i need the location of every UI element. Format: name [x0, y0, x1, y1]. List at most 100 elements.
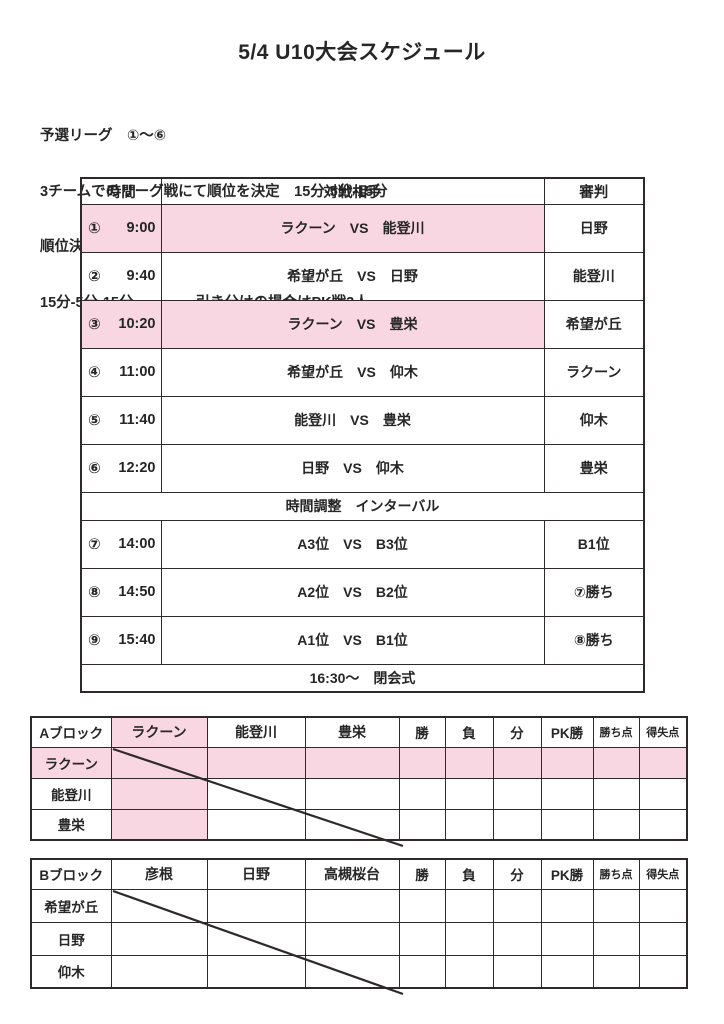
stat-cell	[492, 808, 542, 841]
time-cell: ⑤ 11:40	[80, 395, 162, 445]
block-a-team-row: ラクーン	[30, 746, 688, 779]
team-row-label: 希望が丘	[30, 888, 112, 923]
referee-cell: 仰木	[543, 395, 645, 445]
match-cell: A3位 VS B3位	[160, 519, 545, 569]
interval-label: 時間調整 インターバル	[80, 491, 645, 521]
stat-cell	[540, 888, 594, 923]
match-number: ④	[88, 364, 101, 381]
result-cell	[206, 954, 306, 989]
match-number: ①	[88, 220, 101, 237]
schedule-row: ① 9:00 ラクーン VS 能登川 日野	[80, 203, 645, 253]
match-cell: 希望が丘 VS 日野	[160, 251, 545, 301]
block-a-table: Aブロック ラクーン 能登川 豊栄 勝 負 分 PK勝 勝ち点 得失点 ラクーン…	[30, 716, 688, 841]
team-col-header: 高槻桜台	[304, 858, 400, 890]
result-cell	[304, 808, 400, 841]
match-time: 9:40	[126, 268, 156, 284]
schedule-row: ⑤ 11:40 能登川 VS 豊栄 仰木	[80, 395, 645, 445]
result-cell	[304, 921, 400, 956]
match-cell: ラクーン VS 豊栄	[160, 299, 545, 349]
stat-cell	[398, 888, 446, 923]
schedule-row: ⑨ 15:40 A1位 VS B1位 ⑧勝ち	[80, 615, 645, 665]
match-number: ⑥	[88, 460, 101, 477]
stat-cell	[540, 746, 594, 779]
stat-cell	[444, 746, 494, 779]
stat-col-header: PK勝	[540, 716, 594, 748]
match-time: 15:40	[118, 632, 156, 648]
page-title: 5/4 U10大会スケジュール	[238, 41, 486, 64]
interval-row: 時間調整 インターバル	[80, 491, 645, 521]
col-header-match: 対戦相手	[160, 177, 545, 205]
stat-cell	[638, 888, 688, 923]
team-row-label: 日野	[30, 921, 112, 956]
block-b-team-row: 日野	[30, 921, 688, 956]
result-cell	[304, 746, 400, 779]
result-cell	[304, 777, 400, 810]
col-header-time: 時間	[80, 177, 162, 205]
referee-cell: B1位	[543, 519, 645, 569]
stat-col-header: 負	[444, 716, 494, 748]
match-number: ⑨	[88, 632, 101, 649]
match-time: 12:20	[118, 460, 156, 476]
match-time: 14:50	[118, 584, 156, 600]
time-cell: ⑥ 12:20	[80, 443, 162, 493]
stat-cell	[540, 777, 594, 810]
stat-cell	[592, 954, 640, 989]
block-b: Bブロック 彦根 日野 高槻桜台 勝 負 分 PK勝 勝ち点 得失点 希望が丘 …	[30, 858, 688, 996]
result-cell	[206, 808, 306, 841]
match-cell: A1位 VS B1位	[160, 615, 545, 665]
stat-cell	[492, 954, 542, 989]
stat-cell	[638, 777, 688, 810]
stat-cell	[444, 921, 494, 956]
schedule-row: ② 9:40 希望が丘 VS 日野 能登川	[80, 251, 645, 301]
match-number: ②	[88, 268, 101, 285]
team-col-header: 日野	[206, 858, 306, 890]
result-cell	[110, 921, 208, 956]
stat-cell	[444, 954, 494, 989]
result-cell	[110, 777, 208, 810]
stat-cell	[540, 921, 594, 956]
result-cell	[110, 746, 208, 779]
time-cell: ④ 11:00	[80, 347, 162, 397]
schedule-row: ③ 10:20 ラクーン VS 豊栄 希望が丘	[80, 299, 645, 349]
time-cell: ⑦ 14:00	[80, 519, 162, 569]
schedule-row: ⑧ 14:50 A2位 VS B2位 ⑦勝ち	[80, 567, 645, 617]
team-row-label: 能登川	[30, 777, 112, 810]
team-row-label: 豊栄	[30, 808, 112, 841]
stat-cell	[398, 777, 446, 810]
stat-cell	[398, 921, 446, 956]
stat-cell	[638, 746, 688, 779]
block-a-header-row: Aブロック ラクーン 能登川 豊栄 勝 負 分 PK勝 勝ち点 得失点	[30, 716, 688, 748]
match-time: 14:00	[118, 536, 156, 552]
stat-cell	[492, 746, 542, 779]
stat-cell	[444, 777, 494, 810]
time-cell: ⑧ 14:50	[80, 567, 162, 617]
stat-col-header: 分	[492, 716, 542, 748]
match-number: ③	[88, 316, 101, 333]
block-label: Bブロック	[30, 858, 112, 890]
schedule-table: 時間 対戦相手 審判 ① 9:00 ラクーン VS 能登川 日野 ② 9:40 希望…	[80, 177, 645, 693]
result-cell	[304, 954, 400, 989]
stat-cell	[638, 808, 688, 841]
block-label: Aブロック	[30, 716, 112, 748]
team-col-header: 能登川	[206, 716, 306, 748]
time-cell: ② 9:40	[80, 251, 162, 301]
match-cell: 希望が丘 VS 仰木	[160, 347, 545, 397]
stat-cell	[592, 746, 640, 779]
stat-cell	[592, 808, 640, 841]
block-a-team-row: 能登川	[30, 777, 688, 810]
stat-cell	[398, 746, 446, 779]
time-cell: ⑨ 15:40	[80, 615, 162, 665]
stat-cell	[492, 888, 542, 923]
referee-cell: 希望が丘	[543, 299, 645, 349]
team-row-label: 仰木	[30, 954, 112, 989]
stat-col-header: 勝	[398, 858, 446, 890]
stat-col-header: 勝ち点	[592, 716, 640, 748]
match-number: ⑧	[88, 584, 101, 601]
team-col-header: 豊栄	[304, 716, 400, 748]
block-a: Aブロック ラクーン 能登川 豊栄 勝 負 分 PK勝 勝ち点 得失点 ラクーン…	[30, 716, 688, 848]
stat-col-header: 得失点	[638, 858, 688, 890]
match-cell: A2位 VS B2位	[160, 567, 545, 617]
stat-cell	[492, 777, 542, 810]
closing-ceremony-label: 16:30～ 閉会式	[80, 663, 645, 693]
referee-cell: 日野	[543, 203, 645, 253]
